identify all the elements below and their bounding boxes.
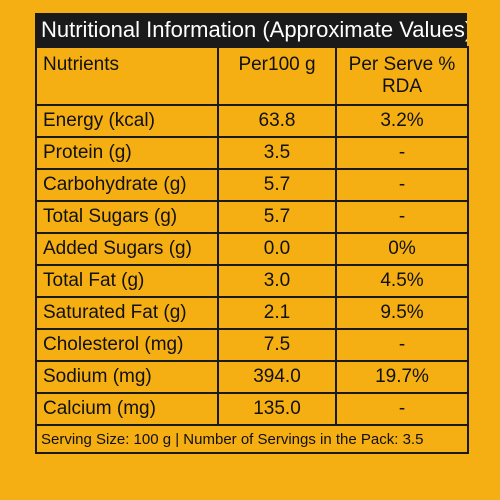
table-row: Saturated Fat (g) 2.1 9.5% (35, 296, 469, 330)
nutrient-name: Protein (g) (35, 136, 219, 170)
nutrient-name: Carbohydrate (g) (35, 168, 219, 202)
table-row: Calcium (mg) 135.0- (35, 392, 469, 426)
nutrient-per-100g: 394.0 (217, 360, 337, 394)
nutrient-rda: - (335, 328, 469, 362)
nutrient-name: Energy (kcal) (35, 104, 219, 138)
nutrient-rda: 9.5% (335, 296, 469, 330)
table-header-row: Nutrients Per100 g Per Serve % RDA (35, 46, 469, 106)
table-row: Carbohydrate (g) 5.7- (35, 168, 469, 202)
nutrient-rda: 19.7% (335, 360, 469, 394)
nutrient-rda: 3.2% (335, 104, 469, 138)
nutrient-per-100g: 5.7 (217, 200, 337, 234)
nutrient-per-100g: 5.7 (217, 168, 337, 202)
header-nutrients: Nutrients (35, 46, 219, 106)
nutrient-name: Added Sugars (g) (35, 232, 219, 266)
nutrient-rda: 0% (335, 232, 469, 266)
table-row: Added Sugars (g) 0.0 0% (35, 232, 469, 266)
table-row: Total Sugars (g) 5.7- (35, 200, 469, 234)
nutrient-name: Sodium (mg) (35, 360, 219, 394)
header-per-100g: Per100 g (217, 46, 337, 106)
nutrition-title: Nutritional Information (Approximate Val… (35, 13, 467, 46)
nutrition-table: Nutrients Per100 g Per Serve % RDA Energ… (35, 46, 469, 454)
serving-info-row: Serving Size: 100 g | Number of Servings… (35, 424, 469, 454)
nutrient-name: Cholesterol (mg) (35, 328, 219, 362)
table-row: Energy (kcal) 63.8 3.2% (35, 104, 469, 138)
nutrient-name: Total Fat (g) (35, 264, 219, 298)
serving-info: Serving Size: 100 g | Number of Servings… (35, 424, 469, 454)
table-row: Sodium (mg) 394.0 19.7% (35, 360, 469, 394)
nutrient-per-100g: 3.5 (217, 136, 337, 170)
nutrient-name: Calcium (mg) (35, 392, 219, 426)
nutrient-name: Saturated Fat (g) (35, 296, 219, 330)
nutrient-rda: - (335, 168, 469, 202)
nutrient-rda: 4.5% (335, 264, 469, 298)
table-row: Protein (g) 3.5- (35, 136, 469, 170)
nutrient-rda: - (335, 136, 469, 170)
nutrient-rda: - (335, 392, 469, 426)
nutrition-table-body: Nutrients Per100 g Per Serve % RDA Energ… (35, 46, 469, 454)
nutrient-per-100g: 135.0 (217, 392, 337, 426)
nutrient-per-100g: 63.8 (217, 104, 337, 138)
table-row: Cholesterol (mg) 7.5- (35, 328, 469, 362)
table-row: Total Fat (g) 3.0 4.5% (35, 264, 469, 298)
header-per-serve-rda: Per Serve % RDA (335, 46, 469, 106)
nutrient-rda: - (335, 200, 469, 234)
nutrient-per-100g: 3.0 (217, 264, 337, 298)
nutrient-per-100g: 7.5 (217, 328, 337, 362)
nutrient-name: Total Sugars (g) (35, 200, 219, 234)
nutrient-per-100g: 2.1 (217, 296, 337, 330)
nutrient-per-100g: 0.0 (217, 232, 337, 266)
